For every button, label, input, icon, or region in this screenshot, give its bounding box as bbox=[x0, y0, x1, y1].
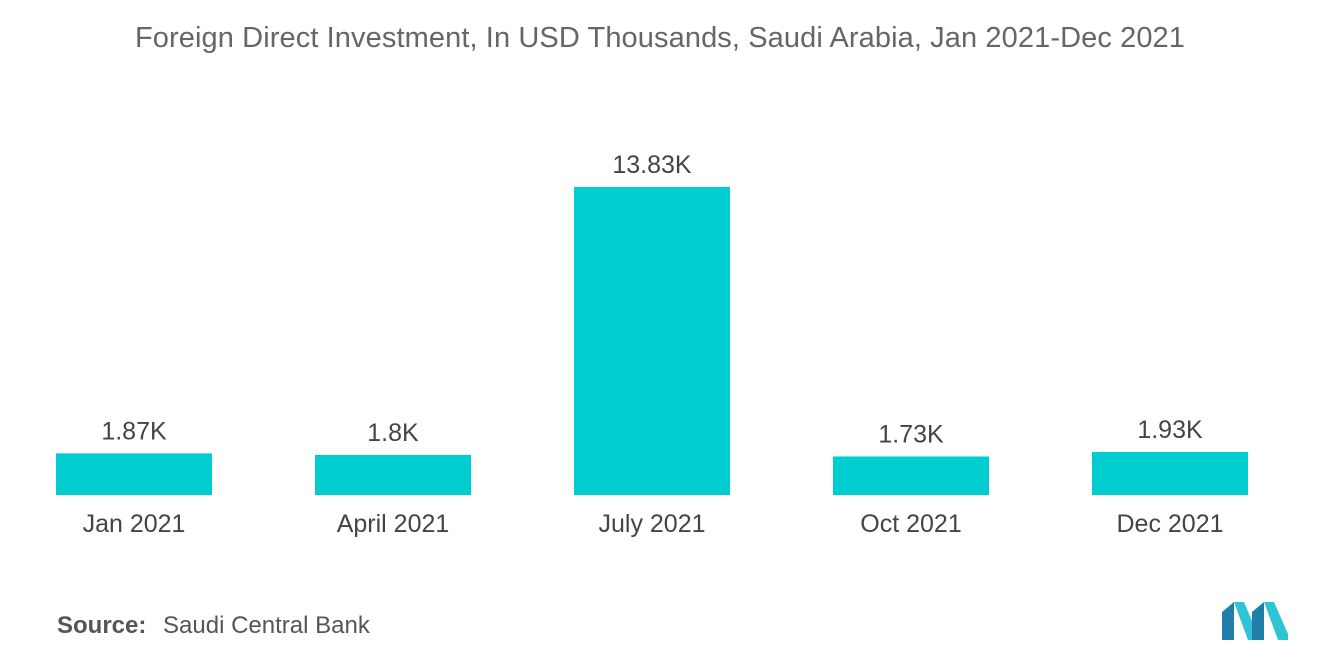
value-label-4: 1.93K bbox=[1137, 416, 1203, 444]
bar-3 bbox=[833, 456, 989, 495]
value-label-3: 1.73K bbox=[878, 420, 944, 448]
category-label-1: April 2021 bbox=[337, 510, 450, 538]
chart-title: Foreign Direct Investment, In USD Thousa… bbox=[134, 22, 1186, 54]
value-label-2: 13.83K bbox=[612, 151, 692, 179]
bar-1 bbox=[315, 454, 471, 495]
bars-group bbox=[56, 187, 1248, 495]
bar-chart: 1.87K 1.8K 13.83K 1.73K 1.93K Jan 2021 April … bbox=[56, 151, 1248, 538]
category-labels-group: Jan 2021 April 2021 July 2021 Oct 2021 Dec 2… bbox=[83, 510, 1224, 538]
value-labels-group: 1.87K 1.8K 13.83K 1.73K 1.93K bbox=[101, 151, 1203, 448]
bar-0 bbox=[56, 453, 212, 495]
source-label: Source: bbox=[57, 612, 147, 639]
source-value: Saudi Central Bank bbox=[163, 612, 370, 639]
value-label-0: 1.87K bbox=[101, 417, 167, 445]
category-label-2: July 2021 bbox=[598, 510, 705, 538]
category-label-3: Oct 2021 bbox=[860, 510, 961, 538]
source-note: Source: Saudi Central Bank bbox=[57, 612, 370, 640]
bar-2 bbox=[574, 187, 730, 495]
category-label-0: Jan 2021 bbox=[83, 510, 186, 538]
bar-4 bbox=[1092, 452, 1248, 495]
mordor-logo-icon bbox=[1222, 602, 1288, 640]
category-label-4: Dec 2021 bbox=[1116, 510, 1223, 538]
value-label-1: 1.8K bbox=[367, 419, 419, 447]
